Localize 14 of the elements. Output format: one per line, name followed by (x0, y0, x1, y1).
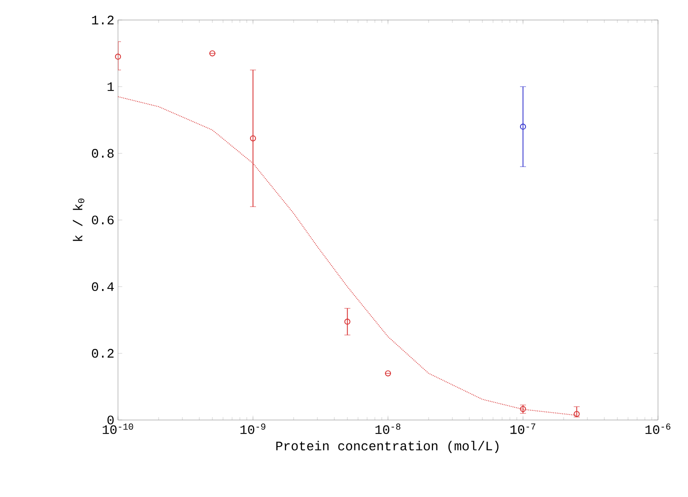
y-tick-label: 1.2 (92, 16, 114, 24)
y-tick-label: 0.4 (92, 282, 114, 292)
y-tick-label: 0 (107, 416, 114, 424)
y-tick-label: 0.8 (92, 148, 114, 158)
x-tick-label: 10$^{-8}$ (375, 424, 400, 434)
y-axis-title: k / k$_{0}$ (72, 198, 84, 241)
y-tick-label: 0.2 (92, 348, 114, 358)
x-tick-label: 10$^{-6}$ (645, 424, 670, 434)
y-tick-label: 1 (108, 82, 114, 91)
x-tick-label: 10$^{-10}$ (102, 424, 134, 434)
x-tick-label: 10$^{-7}$ (510, 424, 536, 434)
y-tick-label: 0.6 (92, 216, 114, 224)
x-axis-title: Protein concentration (mol/L) (276, 440, 498, 453)
x-tick-label: 10$^{-9}$ (240, 424, 266, 434)
